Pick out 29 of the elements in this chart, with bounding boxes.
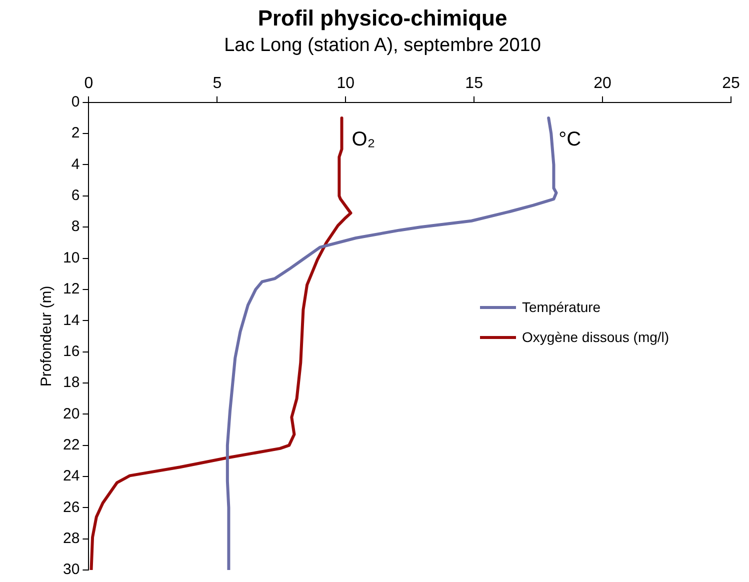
x-tick-label: 10 [336, 75, 355, 92]
annotation: °C [558, 128, 582, 150]
x-tick-label: 20 [594, 75, 612, 92]
y-tick-label: 30 [62, 561, 80, 578]
y-tick-label: 26 [62, 498, 80, 516]
legend-label: Oxygène dissous (mg/l) [522, 329, 670, 345]
y-tick-label: 2 [71, 124, 80, 142]
y-tick-label: 20 [62, 405, 80, 422]
y-axis-title: Profondeur (m) [38, 286, 56, 387]
y-tick-label: 14 [62, 312, 80, 329]
chart-title: Profil physico-chimique [258, 5, 508, 30]
x-tick-label: 25 [722, 75, 740, 92]
x-tick-label: 0 [84, 75, 94, 92]
legend-label: Température [522, 299, 601, 315]
annotation: O₂ [352, 128, 376, 150]
y-tick-label: 18 [62, 374, 80, 392]
y-tick-label: 24 [62, 468, 80, 485]
y-tick-label: 4 [71, 156, 80, 173]
y-tick-label: 16 [62, 342, 80, 360]
y-tick-label: 28 [62, 530, 80, 547]
x-tick-label: 15 [465, 75, 484, 92]
y-tick-label: 8 [71, 218, 80, 236]
x-tick-label: 5 [212, 75, 222, 92]
y-tick-label: 22 [62, 436, 80, 454]
chart-subtitle: Lac Long (station A), septembre 2010 [224, 35, 541, 56]
y-tick-label: 0 [71, 94, 80, 111]
y-tick-label: 12 [62, 280, 80, 298]
y-tick-label: 6 [71, 187, 80, 204]
y-tick-label: 10 [62, 249, 80, 266]
